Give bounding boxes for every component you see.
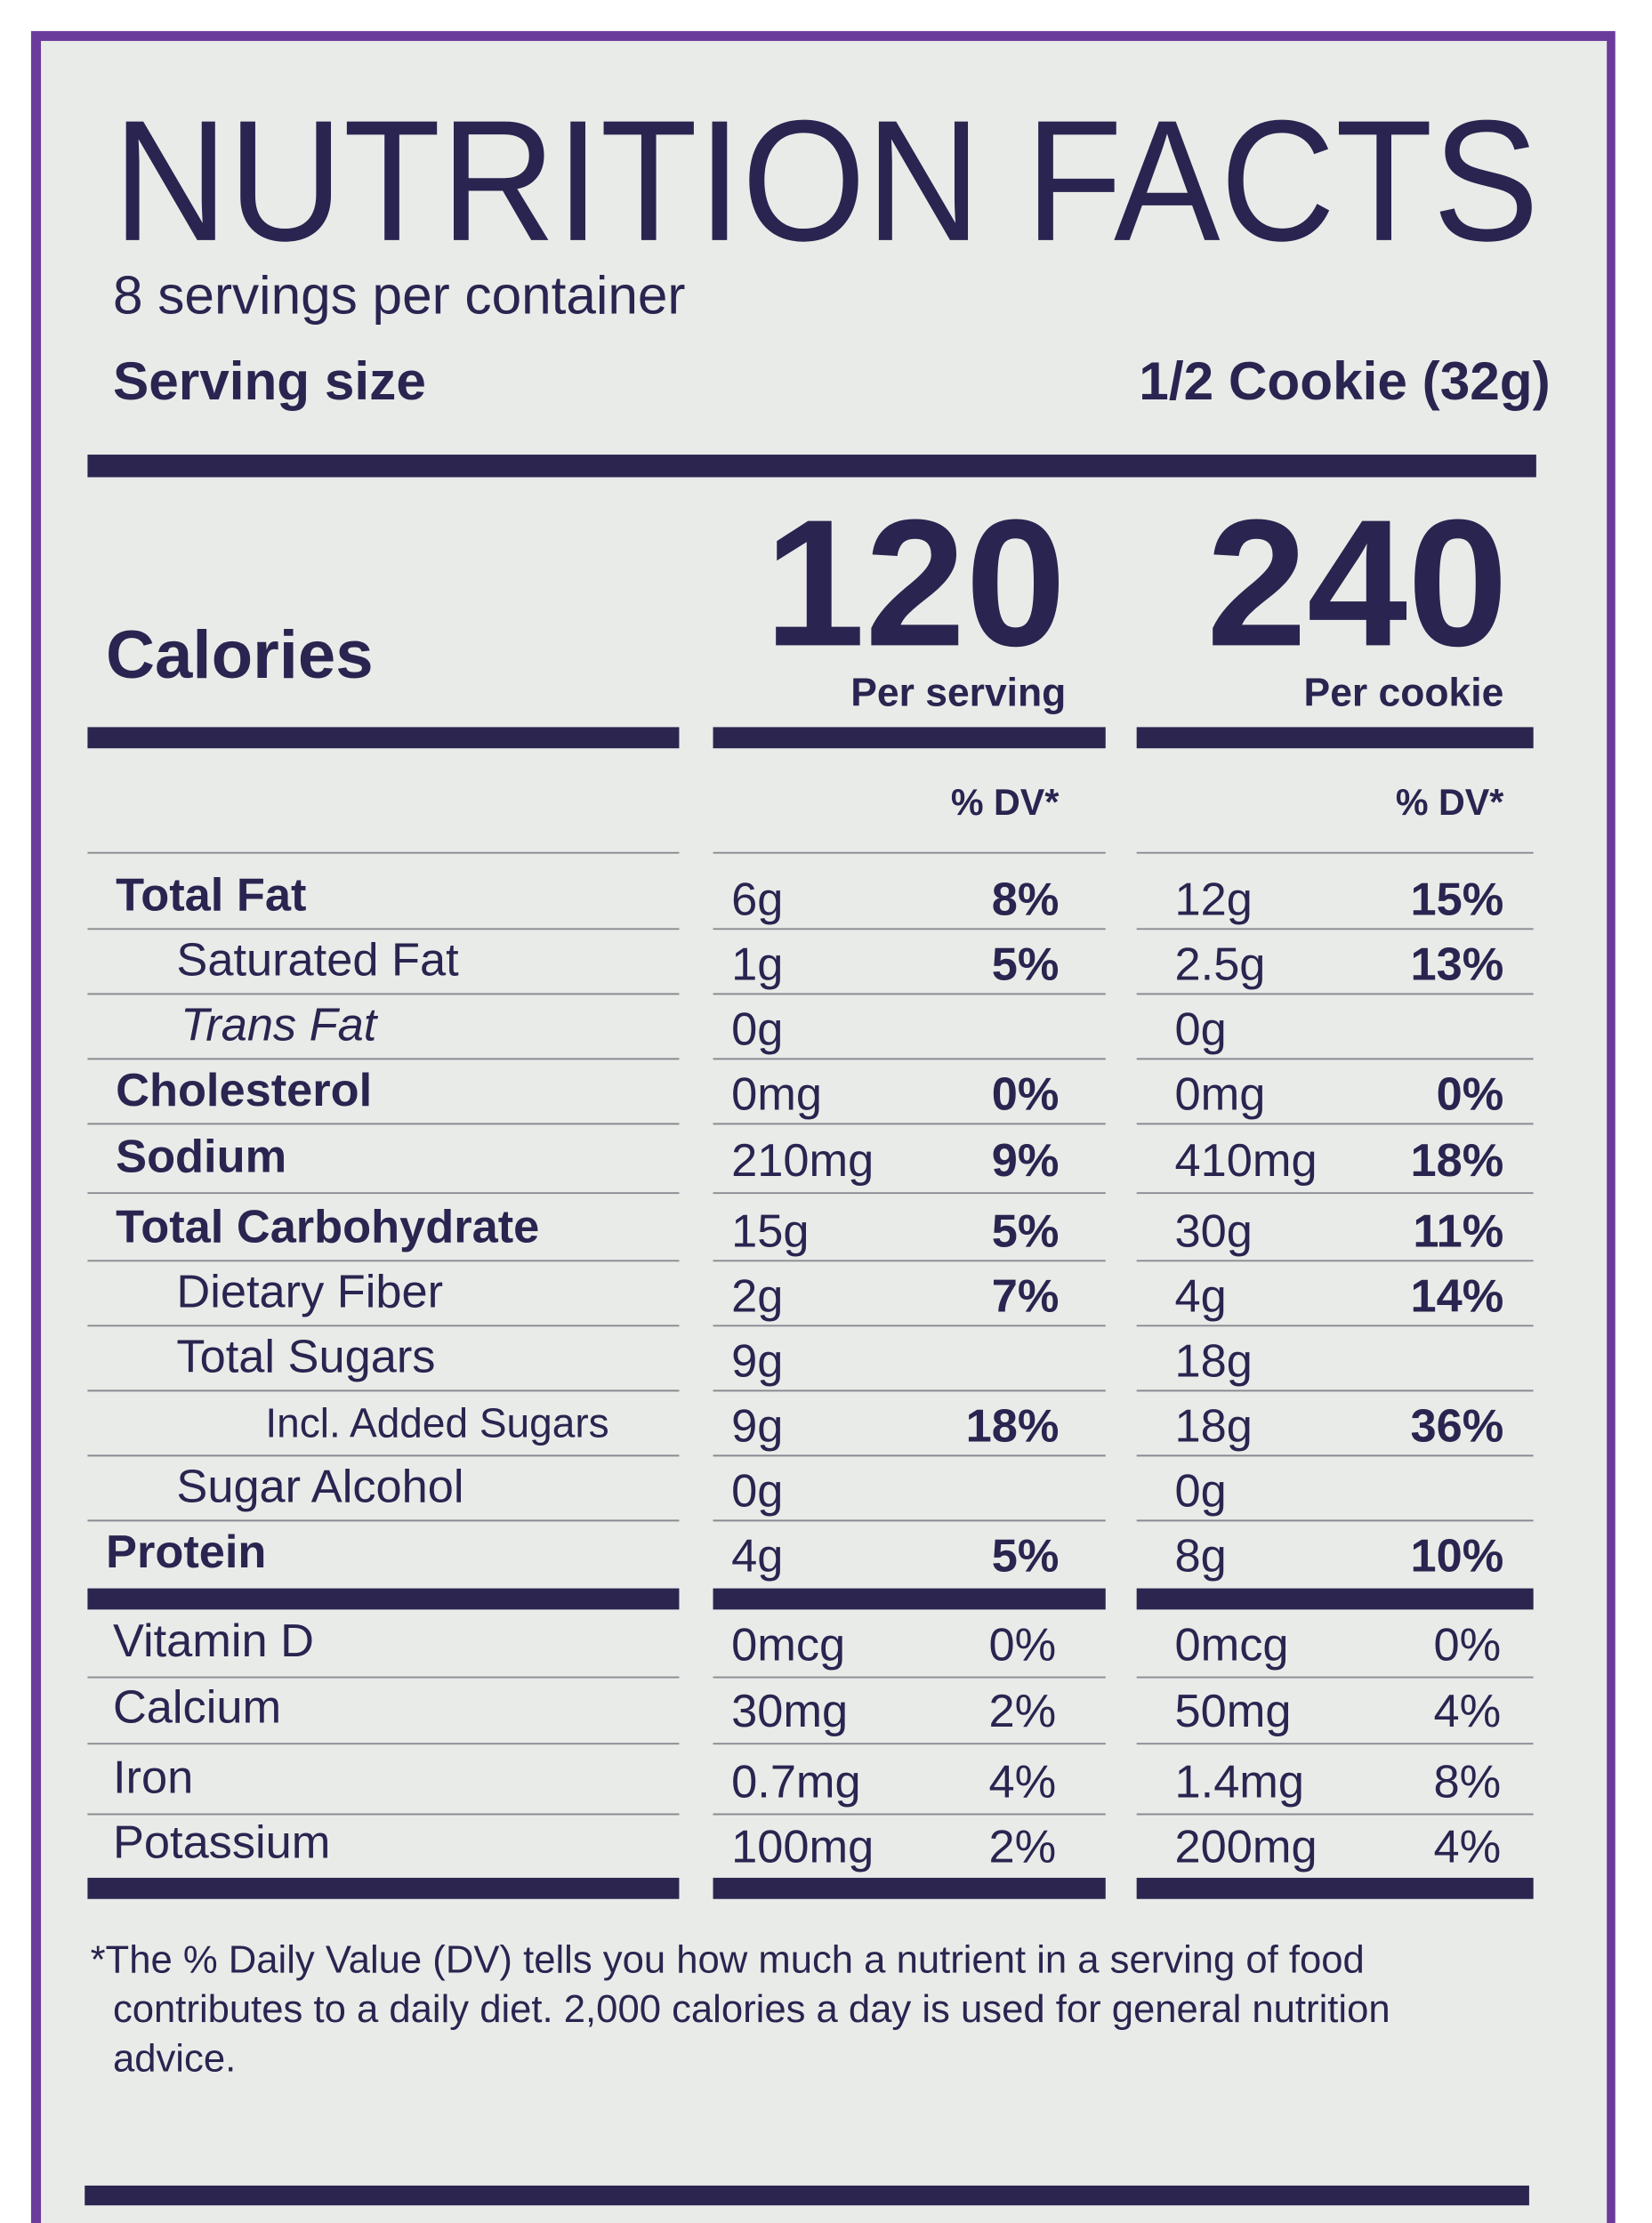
daily-value: 4% [989, 1756, 1057, 1808]
amount: 18g [1175, 1401, 1253, 1453]
daily-value: 4% [1433, 1821, 1501, 1873]
nutrient-name: Sodium [116, 1131, 286, 1182]
amount: 410mg [1175, 1135, 1318, 1187]
daily-value: 8% [1433, 1756, 1501, 1808]
daily-value: 2% [989, 1821, 1057, 1873]
daily-value: 5% [992, 938, 1060, 990]
servings: 8 servings per container [113, 264, 686, 325]
daily-value: 5% [992, 1205, 1060, 1257]
footnote: contributes to a daily diet. 2,000 calor… [113, 1987, 1390, 2031]
amount: 210mg [731, 1135, 874, 1187]
daily-value: 18% [966, 1401, 1060, 1453]
nutrient-name: Sugar Alcohol [176, 1462, 463, 1513]
amount: 0g [1175, 1004, 1227, 1056]
vitamin-name: Calcium [113, 1681, 281, 1733]
amount: 0g [731, 1466, 783, 1518]
daily-value: 11% [1413, 1205, 1503, 1257]
thick-rule [87, 455, 1536, 478]
thick-rule [713, 1877, 1106, 1899]
amount: 9g [731, 1335, 783, 1387]
footnote: *The % Daily Value (DV) tells you how mu… [91, 1937, 1365, 1981]
daily-value: 15% [1411, 874, 1504, 925]
daily-value: 10% [1411, 1531, 1504, 1583]
amount: 12g [1175, 874, 1253, 925]
bottom-rule [85, 2185, 1529, 2206]
amount: 2g [731, 1270, 783, 1322]
daily-value: 5% [992, 1531, 1060, 1583]
thick-rule [87, 1588, 680, 1610]
nutrient-name: Incl. Added Sugars [265, 1400, 608, 1446]
thick-rule [1136, 727, 1534, 749]
daily-value: 13% [1411, 938, 1504, 990]
daily-value: 18% [1411, 1135, 1504, 1187]
daily-value: 14% [1411, 1270, 1504, 1322]
calories-amount: 120 [764, 482, 1066, 684]
daily-value: 0% [989, 1620, 1057, 1671]
amount: 6g [731, 874, 783, 925]
amount: 1g [731, 938, 783, 990]
dv-header: % DV* [951, 782, 1060, 823]
calories-label: Calories [106, 617, 374, 693]
daily-value: 4% [1433, 1686, 1501, 1737]
thick-rule [87, 727, 680, 749]
amount: 30mg [731, 1686, 848, 1737]
thick-rule [713, 727, 1106, 749]
amount: 50mg [1175, 1686, 1292, 1737]
amount: 30g [1175, 1205, 1253, 1257]
amount: 200mg [1175, 1821, 1318, 1873]
daily-value: 7% [992, 1270, 1060, 1322]
daily-value: 9% [992, 1135, 1060, 1187]
footnote: advice. [113, 2036, 236, 2080]
thick-rule [713, 1588, 1106, 1610]
amount: 0g [1175, 1466, 1227, 1518]
daily-value: 0% [992, 1069, 1060, 1121]
amount: 0g [731, 1004, 783, 1056]
amount: 0mcg [1175, 1620, 1289, 1671]
thick-rule [1136, 1588, 1534, 1610]
nutrient-name: Protein [106, 1526, 266, 1578]
amount: 100mg [731, 1821, 874, 1873]
amount: 9g [731, 1401, 783, 1453]
calories-basis: Per cookie [1304, 672, 1504, 715]
nutrient-name: Trans Fat [181, 1000, 379, 1051]
amount: 1.4mg [1175, 1756, 1305, 1808]
nutrient-name: Dietary Fiber [176, 1267, 443, 1318]
amount: 2.5g [1175, 938, 1266, 990]
nutrient-name: Saturated Fat [176, 935, 459, 987]
daily-value: 36% [1411, 1401, 1504, 1453]
calories-amount: 240 [1206, 482, 1508, 684]
daily-value: 2% [989, 1686, 1057, 1737]
thick-rule [87, 1877, 680, 1899]
amount: 18g [1175, 1335, 1253, 1387]
thick-rule [1136, 1877, 1534, 1899]
vitamin-name: Potassium [113, 1817, 330, 1869]
title: NUTRITION FACTS [113, 85, 1539, 278]
serving-size-label: Serving size [113, 350, 426, 411]
label-panel [41, 41, 1608, 2223]
amount: 0.7mg [731, 1756, 861, 1808]
daily-value: 8% [992, 874, 1060, 925]
nutrient-name: Total Sugars [176, 1332, 435, 1383]
daily-value: 0% [1437, 1069, 1504, 1121]
vitamin-name: Iron [113, 1752, 193, 1804]
nutrient-name: Total Carbohydrate [116, 1202, 539, 1253]
amount: 4g [731, 1531, 783, 1583]
amount: 8g [1175, 1531, 1227, 1583]
dv-header: % DV* [1396, 782, 1504, 823]
daily-value: 0% [1433, 1620, 1501, 1671]
serving-size-value: 1/2 Cookie (32g) [1139, 350, 1550, 411]
amount: 0mg [731, 1069, 822, 1121]
amount: 4g [1175, 1270, 1227, 1322]
vitamin-name: Vitamin D [113, 1615, 314, 1667]
amount: 0mg [1175, 1069, 1266, 1121]
amount: 0mcg [731, 1620, 845, 1671]
nutrient-name: Cholesterol [116, 1065, 372, 1116]
nutrient-name: Total Fat [116, 870, 306, 922]
calories-basis: Per serving [850, 672, 1066, 715]
amount: 15g [731, 1205, 809, 1257]
